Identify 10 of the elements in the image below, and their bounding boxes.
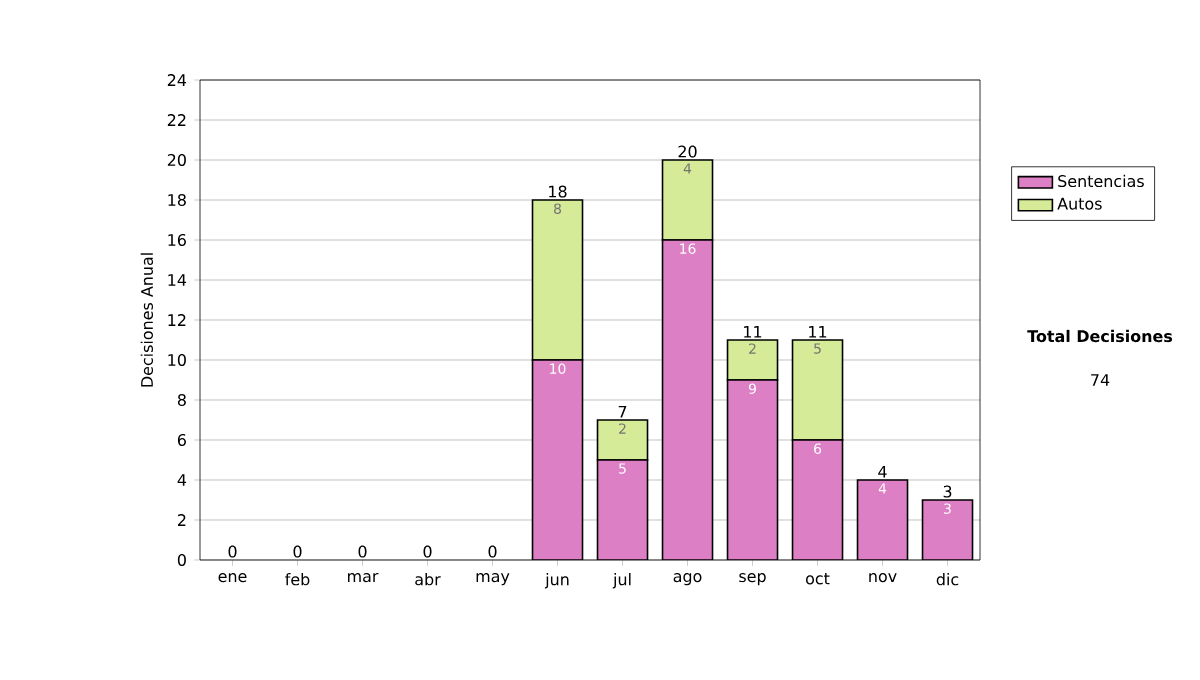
bar — [661, 239, 714, 560]
bar — [726, 379, 779, 560]
bar — [596, 459, 649, 560]
bar — [726, 339, 779, 381]
bar — [596, 419, 649, 461]
bar — [791, 339, 844, 441]
bar — [921, 499, 974, 560]
bar — [856, 479, 909, 560]
bar — [531, 359, 584, 560]
bar — [791, 439, 844, 560]
